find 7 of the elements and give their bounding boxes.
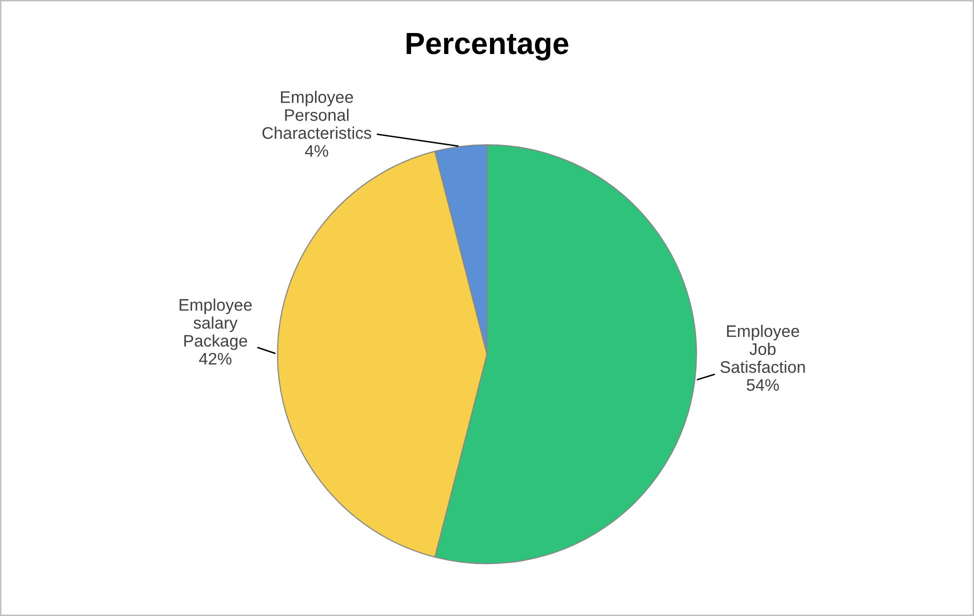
slice-label: Employee Personal Characteristics bbox=[262, 90, 372, 139]
slice-label: Employee Job Satisfaction bbox=[720, 324, 805, 373]
data-label: 42% bbox=[199, 352, 232, 365]
chart-title: Percentage bbox=[406, 32, 568, 60]
slice-label: Employee salary Package bbox=[180, 298, 252, 350]
data-label: 4% bbox=[305, 145, 328, 157]
data-label: 54% bbox=[746, 379, 779, 391]
